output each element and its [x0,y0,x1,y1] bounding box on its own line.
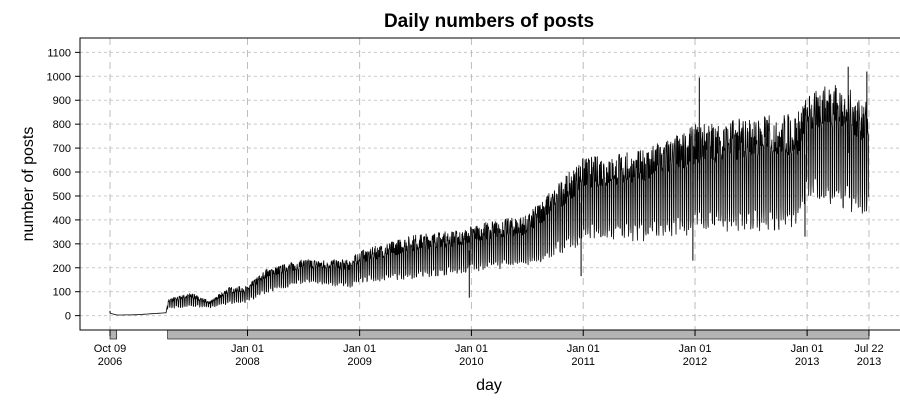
series-line [109,85,870,316]
x-tick-label: 2011 [571,356,595,368]
x-tick-label: 2006 [98,356,122,368]
x-tick-label: 2013 [857,356,881,368]
y-tick-label: 200 [53,263,71,275]
y-tick-label: 0 [65,311,71,323]
y-tick-label: 800 [53,119,71,131]
x-tick-label: Oct 09 [94,343,126,355]
y-tick-label: 1100 [47,47,71,59]
y-tick-label: 400 [53,215,71,227]
coverage-bar [167,329,870,340]
y-tick-label: 600 [53,167,71,179]
y-tick-label: 700 [53,143,71,155]
y-tick-label: 1000 [47,71,71,83]
y-tick-label: 300 [53,239,71,251]
x-tick-label: Jan 01 [679,343,712,355]
coverage-bars [109,329,870,340]
chart-title: Daily numbers of posts [384,11,594,32]
x-tick-label: 2013 [795,356,819,368]
x-tick-label: Jan 01 [791,343,824,355]
y-tick-label: 500 [53,191,71,203]
x-tick-label: 2008 [235,356,259,368]
x-tick-label: Jul 22 [854,343,883,355]
y-axis-label: number of posts [20,127,37,242]
y-axis: 0 100 200 300 400 500 600 700 800 900 1000 1100 [47,47,80,323]
y-tick-label: 900 [53,95,71,107]
coverage-bar [109,329,118,340]
posts-series [109,66,870,316]
y-tick-label: 100 [53,287,71,299]
x-tick-label: Jan 01 [231,343,264,355]
x-tick-label: 2009 [347,356,371,368]
x-tick-label: Jan 01 [567,343,600,355]
x-tick-label: Jan 01 [343,343,376,355]
x-axis-label: day [476,377,502,394]
x-tick-label: Jan 01 [455,343,488,355]
plot-frame [79,37,900,331]
x-tick-label: 2010 [459,356,483,368]
x-tick-label: 2012 [683,356,707,368]
